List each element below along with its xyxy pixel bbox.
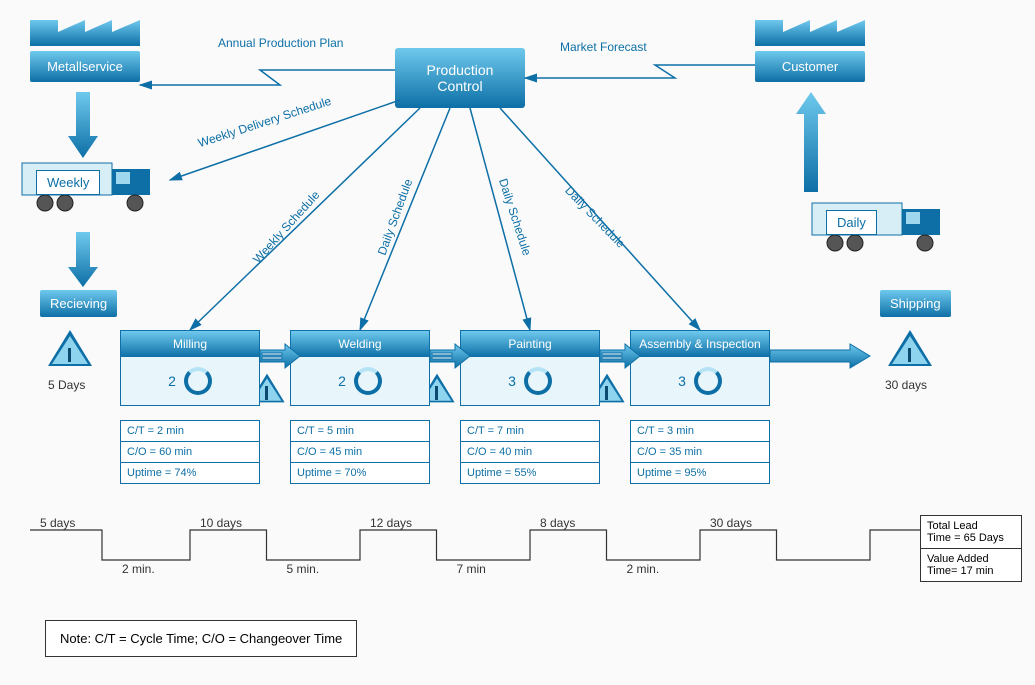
operator-icon: [184, 367, 212, 395]
co-cell: C/O = 35 min: [631, 442, 770, 463]
operator-icon: [524, 367, 552, 395]
timeline-bot-3: 2 min.: [627, 562, 660, 576]
timeline-bot-2: 7 min: [457, 562, 486, 576]
operator-count: 3: [678, 373, 686, 389]
daily-schedule-1-label: Daily Schedule: [375, 177, 416, 257]
process-head: Milling: [121, 331, 259, 357]
note-box: Note: C/T = Cycle Time; C/O = Changeover…: [45, 620, 357, 657]
ct-cell: C/T = 5 min: [291, 421, 430, 442]
process-head: Assembly & Inspection: [631, 331, 769, 357]
operator-count: 3: [508, 373, 516, 389]
control-label-1: Production: [405, 62, 515, 78]
summary-va: Value AddedTime= 17 min: [921, 549, 1021, 581]
ct-cell: C/T = 2 min: [121, 421, 260, 442]
operator-icon: [694, 367, 722, 395]
process-body: 3: [631, 357, 769, 405]
operator-count: 2: [338, 373, 346, 389]
co-cell: C/O = 40 min: [461, 442, 600, 463]
factory-roof-icon: [30, 20, 140, 46]
market-forecast-label: Market Forecast: [560, 40, 647, 54]
process-head: Welding: [291, 331, 429, 357]
timeline-top-3: 8 days: [540, 516, 575, 530]
process-body: 2: [121, 357, 259, 405]
timeline-top-2: 12 days: [370, 516, 412, 530]
shipping-badge: Shipping: [880, 290, 951, 317]
daily-schedule-2-label: Daily Schedule: [496, 177, 534, 257]
customer-node: Customer: [755, 20, 865, 82]
supplier-node: Metallservice: [30, 20, 140, 82]
production-control-node: Production Control: [395, 48, 525, 108]
process-assembly-inspection: Assembly & Inspection 3: [630, 330, 770, 406]
receiving-badge: Recieving: [40, 290, 117, 317]
inventory-t1-mark: [265, 386, 268, 400]
weekly-schedule-label: Weekly Schedule: [250, 188, 322, 266]
uptime-cell: Uptime = 95%: [631, 463, 770, 484]
ct-cell: C/T = 7 min: [461, 421, 600, 442]
process-data-0: C/T = 2 min C/O = 60 min Uptime = 74%: [120, 420, 260, 484]
supplier-label: Metallservice: [30, 51, 140, 82]
summary-box: Total LeadTime = 65 Days Value AddedTime…: [920, 515, 1022, 582]
co-cell: C/O = 60 min: [121, 442, 260, 463]
process-body: 3: [461, 357, 599, 405]
annual-plan-label: Annual Production Plan: [218, 36, 343, 50]
customer-label: Customer: [755, 51, 865, 82]
inventory-t3-mark: [605, 386, 608, 400]
outbound-truck-label: Daily: [826, 210, 877, 235]
factory-roof-icon: [755, 20, 865, 46]
timeline-top-0: 5 days: [40, 516, 75, 530]
co-cell: C/O = 45 min: [291, 442, 430, 463]
timeline-top-1: 10 days: [200, 516, 242, 530]
process-body: 2: [291, 357, 429, 405]
process-data-2: C/T = 7 min C/O = 40 min Uptime = 55%: [460, 420, 600, 484]
process-data-1: C/T = 5 min C/O = 45 min Uptime = 70%: [290, 420, 430, 484]
daily-schedule-3-label: Daily Schedule: [562, 183, 628, 250]
process-painting: Painting 3: [460, 330, 600, 406]
ct-cell: C/T = 3 min: [631, 421, 770, 442]
uptime-cell: Uptime = 74%: [121, 463, 260, 484]
process-milling: Milling 2: [120, 330, 260, 406]
process-welding: Welding 2: [290, 330, 430, 406]
inventory-pre-days: 5 Days: [48, 378, 85, 392]
operator-icon: [354, 367, 382, 395]
timeline-bot-0: 2 min.: [122, 562, 155, 576]
operator-count: 2: [168, 373, 176, 389]
inventory-t2-mark: [435, 386, 438, 400]
control-label-2: Control: [405, 78, 515, 94]
summary-lead: Total LeadTime = 65 Days: [921, 516, 1021, 549]
process-head: Painting: [461, 331, 599, 357]
inventory-pre-mark: [68, 348, 71, 362]
inbound-truck-label: Weekly: [36, 170, 100, 195]
uptime-cell: Uptime = 70%: [291, 463, 430, 484]
inventory-post-days: 30 days: [885, 378, 927, 392]
timeline-bot-1: 5 min.: [287, 562, 320, 576]
process-data-3: C/T = 3 min C/O = 35 min Uptime = 95%: [630, 420, 770, 484]
uptime-cell: Uptime = 55%: [461, 463, 600, 484]
inventory-post-mark: [908, 348, 911, 362]
weekly-delivery-label: Weekly Delivery Schedule: [196, 94, 333, 150]
timeline-top-4: 30 days: [710, 516, 752, 530]
